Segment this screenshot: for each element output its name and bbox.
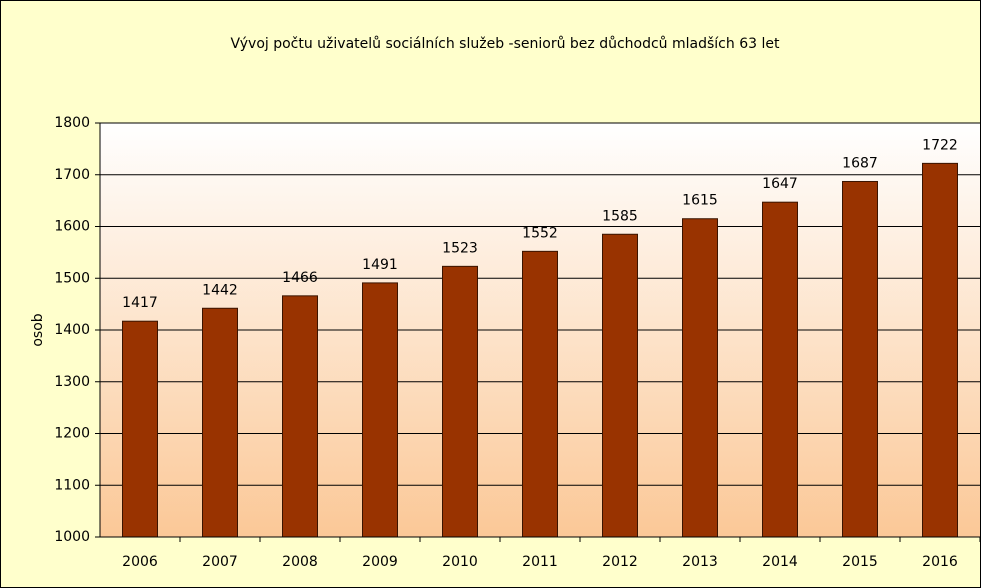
x-tick-label: 2009 xyxy=(362,554,398,570)
data-label: 1647 xyxy=(762,176,798,192)
x-tick-label: 2010 xyxy=(442,554,478,570)
x-tick-label: 2008 xyxy=(282,554,318,570)
data-label: 1491 xyxy=(362,257,398,273)
y-tick-label: 1500 xyxy=(54,270,90,286)
x-tick-label: 2015 xyxy=(842,554,878,570)
data-label: 1442 xyxy=(202,282,238,298)
bar xyxy=(362,282,398,538)
data-label: 1585 xyxy=(602,208,638,224)
data-label: 1722 xyxy=(922,137,958,153)
bar xyxy=(522,250,558,538)
y-tick-label: 1100 xyxy=(54,477,90,493)
x-tick-label: 2013 xyxy=(682,554,718,570)
y-tick-label: 1600 xyxy=(54,219,90,235)
data-label: 1466 xyxy=(282,270,318,286)
bar xyxy=(122,320,158,538)
chart-title: Vývoj počtu uživatelů sociálních služeb … xyxy=(231,36,780,52)
data-label: 1523 xyxy=(442,240,478,256)
bar xyxy=(842,180,878,538)
data-label: 1615 xyxy=(682,193,718,209)
bar xyxy=(202,307,238,538)
y-tick-label: 1000 xyxy=(54,529,90,545)
bar xyxy=(922,162,958,538)
bar xyxy=(602,233,638,538)
x-tick-label: 2014 xyxy=(762,554,798,570)
data-label: 1687 xyxy=(842,155,878,171)
x-tick-label: 2007 xyxy=(202,554,238,570)
x-tick-label: 2011 xyxy=(522,554,558,570)
bar xyxy=(762,201,798,538)
bar xyxy=(282,295,318,538)
y-tick-label: 1200 xyxy=(54,426,90,442)
y-tick-label: 1400 xyxy=(54,322,90,338)
data-label: 1552 xyxy=(522,225,558,241)
x-tick-label: 2006 xyxy=(122,554,158,570)
y-tick-label: 1800 xyxy=(54,115,90,131)
data-label: 1417 xyxy=(122,295,158,311)
x-tick-label: 2012 xyxy=(602,554,638,570)
bar xyxy=(442,265,478,538)
x-tick-label: 2016 xyxy=(922,554,958,570)
y-tick-label: 1700 xyxy=(54,167,90,183)
bar xyxy=(682,218,718,538)
y-tick-label: 1300 xyxy=(54,374,90,390)
y-axis-label: osob xyxy=(30,313,46,346)
